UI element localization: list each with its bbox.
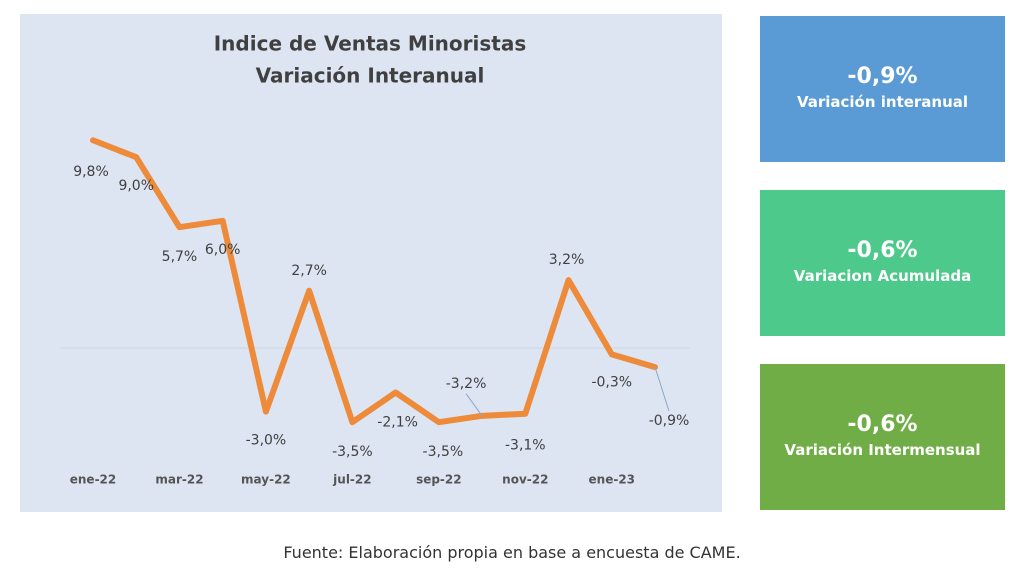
kpi-card: -0,6% Variación Intermensual — [760, 364, 1005, 510]
x-tick-label: may-22 — [241, 473, 291, 487]
kpi-value: -0,9% — [847, 64, 918, 89]
x-tick-label: sep-22 — [416, 473, 462, 487]
x-tick-label: jul-22 — [332, 473, 371, 487]
data-label: -3,5% — [332, 444, 373, 460]
kpi-value: -0,6% — [847, 238, 918, 263]
data-label: 9,8% — [73, 164, 109, 180]
x-tick-label: mar-22 — [155, 473, 203, 487]
data-label: 9,0% — [118, 178, 154, 194]
x-tick-label: ene-22 — [70, 473, 117, 487]
data-label: -2,1% — [377, 415, 418, 431]
data-label: 6,0% — [205, 242, 241, 258]
data-label: 3,2% — [549, 252, 585, 268]
leader-line — [465, 393, 483, 417]
x-tick-label: ene-23 — [589, 473, 636, 487]
leader-line — [654, 366, 670, 412]
kpi-value: -0,6% — [847, 412, 918, 437]
data-label: 2,7% — [291, 263, 327, 279]
chart-title: Indice de Ventas Minoristas — [214, 32, 527, 56]
source: Fuente: Elaboración propia en base a enc… — [283, 543, 741, 562]
kpi-label: Variación interanual — [796, 93, 969, 111]
data-label: -3,0% — [246, 433, 287, 449]
kpi-card: -0,9% Variación interanual — [760, 16, 1005, 162]
kpi-label: Variación Intermensual — [784, 441, 981, 459]
data-label: 5,7% — [162, 249, 198, 265]
data-label: -0,9% — [649, 413, 690, 429]
line — [90, 137, 658, 426]
data-label: -0,3% — [591, 374, 632, 390]
x-tick-label: nov-22 — [502, 473, 548, 487]
kpi-card: -0,6% Variacion Acumulada — [760, 190, 1005, 336]
chart-subtitle: Variación Interanual — [256, 64, 485, 88]
chart-panel — [20, 14, 722, 512]
data-label: -3,2% — [446, 376, 487, 392]
kpi-label: Variacion Acumulada — [793, 267, 972, 285]
data-label: -3,1% — [505, 438, 546, 454]
data-label: -3,5% — [423, 444, 464, 460]
